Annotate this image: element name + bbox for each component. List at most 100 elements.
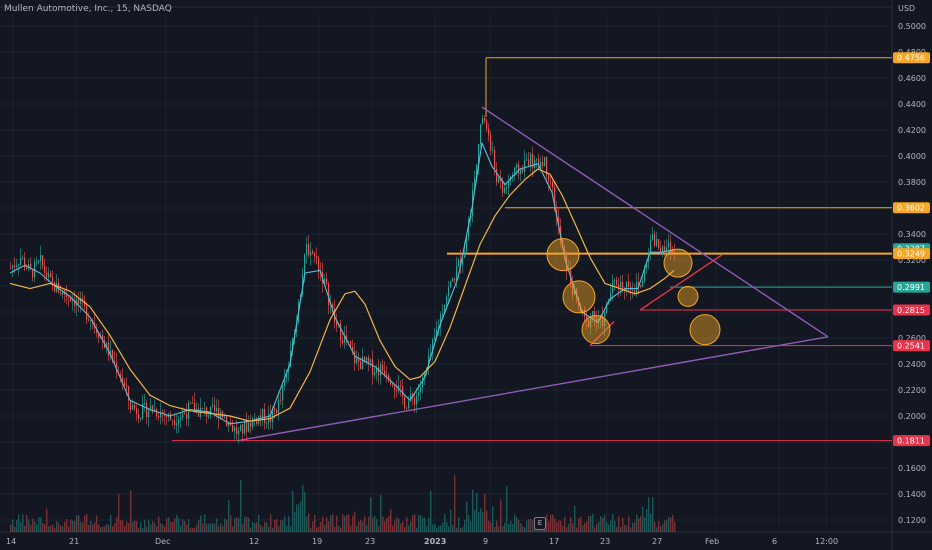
volume-bar [36,524,38,532]
level-badge [893,304,930,316]
volume-bar [88,525,90,532]
candle-body [190,402,192,404]
candle-body [592,310,594,319]
volume-bar [352,515,354,532]
volume-bar [312,521,314,532]
volume-bar [284,516,286,532]
candle-body [478,144,480,165]
volume-bar [146,527,148,532]
earnings-event-marker[interactable]: E [534,517,546,530]
volume-bar [380,494,382,532]
volume-bar [480,508,482,532]
volume-bar [300,501,302,532]
volume-bar [528,519,530,532]
volume-bar [310,527,312,532]
candle-body [176,423,178,426]
volume-bar [590,515,592,532]
candle-body [202,407,204,409]
level-badge [893,248,930,260]
volume-bar [596,523,598,532]
candle-body [120,374,122,377]
annotation-circles [546,238,721,346]
candle-body [160,411,162,418]
candle-body [376,367,378,373]
volume-bar [80,521,82,532]
volume-bar [560,520,562,532]
candle-body [218,407,220,419]
volume-bar [504,522,506,532]
candle-body [534,159,536,169]
volume-bar [262,527,264,532]
candle-body [522,168,524,172]
volume-bar [174,518,176,532]
price-tick-label: 0.1400 [898,490,926,499]
volume-bar [620,526,622,532]
volume-bar [204,514,206,532]
candle-body [530,153,532,166]
volume-bar [442,522,444,532]
volume-bar [548,521,550,532]
candle-body [404,396,406,408]
currency-label: USD [898,4,916,13]
volume-bar [242,524,244,532]
volume-bar [530,519,532,532]
candle-body [512,174,514,177]
volume-bar [86,514,88,532]
candle-body [390,380,392,385]
volume-bar [522,526,524,532]
candle-body [370,359,372,363]
candle-body [504,188,506,193]
candle-body [272,408,274,423]
volume-bar [296,504,298,532]
volume-bar [306,516,308,532]
volume-bar [498,526,500,532]
volume-bar [194,527,196,532]
symbol-title[interactable]: Mullen Automotive, Inc., 15, NASDAQ [4,4,172,14]
candle-body [574,289,576,295]
annotation-circle [689,314,721,346]
candle-body [540,162,542,169]
price-axis[interactable]: 0.12000.14000.16000.18000.20000.22000.24… [893,22,930,525]
candle-body [588,320,590,327]
candle-body [248,422,250,432]
volume-bar [630,527,632,532]
volume-bar [398,518,400,532]
time-tick-label: 9 [483,537,488,546]
candle-body [602,315,604,326]
volume-bar [674,521,676,532]
price-tick-label: 0.2600 [898,334,926,343]
time-tick-label: 12:00 [815,537,838,546]
horizontal-levels [172,57,892,442]
volume-bar [192,527,194,532]
price-tick-label: 0.3400 [898,230,926,239]
candle-body [492,150,494,151]
candle-body [182,413,184,418]
candle-body [178,419,180,424]
volume-bar [170,521,172,532]
volume-bar [228,500,230,532]
candle-body [632,290,634,292]
candle-body [610,293,612,301]
candle-body [292,338,294,352]
volume-bar [512,524,514,532]
volume-bar [412,515,414,532]
volume-bar [342,514,344,532]
time-axis[interactable]: 14 21 Dec 12 19 23 2023 9 17 23 27 Feb 6 12:00 [6,537,838,546]
candle-body [174,420,176,426]
volume-bar [438,526,440,532]
candle-body [342,340,344,343]
candle-body [508,180,510,188]
candle-body [150,405,152,411]
candle-body [544,157,546,167]
candle-body [34,261,36,278]
volume-bar [138,527,140,532]
candle-body [262,409,264,418]
volume-bar [656,527,658,532]
volume-bar [470,521,472,532]
time-tick-label: Feb [705,537,719,546]
volume-bar [180,525,182,532]
candle-body [498,177,500,183]
candle-body [518,164,520,175]
candle-body [234,427,236,432]
